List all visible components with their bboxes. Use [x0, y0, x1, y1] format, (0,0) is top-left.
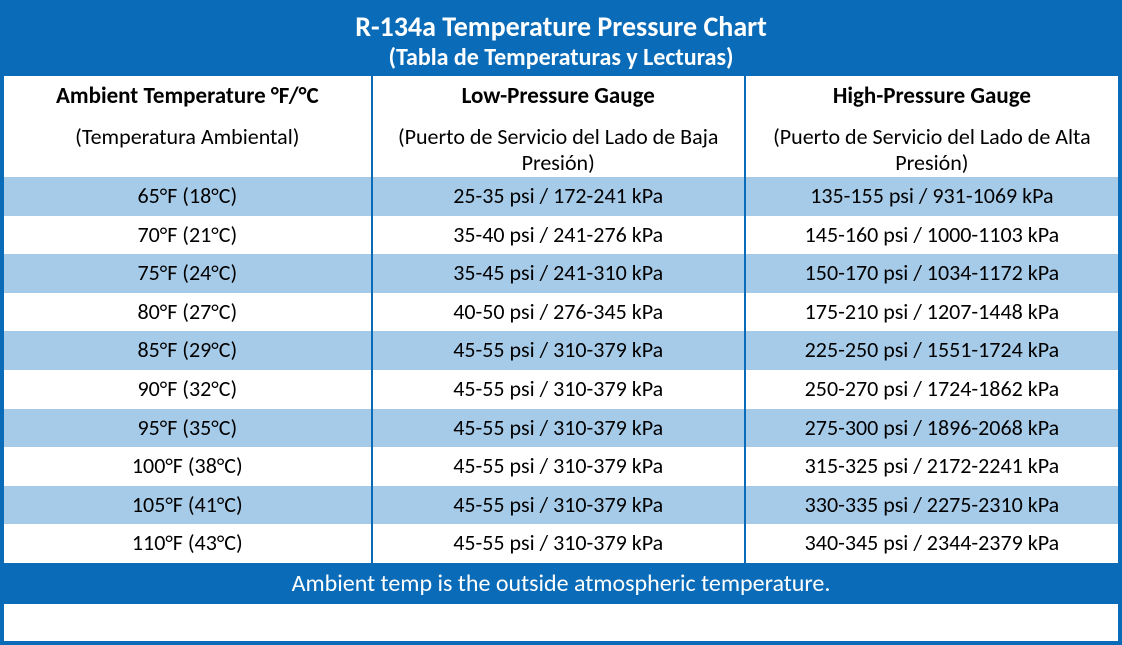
pressure-chart: R-134a Temperature Pressure Chart (Tabla… [0, 0, 1122, 645]
cell-low-pressure: 45-55 psi / 310-379 kPa [372, 409, 745, 448]
table-row: 65°F (18°C)25-35 psi / 172-241 kPa135-15… [4, 177, 1118, 216]
cell-temp: 70°F (21°C) [4, 216, 372, 255]
table-row: 80°F (27°C)40-50 psi / 276-345 kPa175-21… [4, 293, 1118, 332]
cell-high-pressure: 135-155 psi / 931-1069 kPa [745, 177, 1118, 216]
chart-title: R-134a Temperature Pressure Chart [4, 10, 1118, 44]
table-body: 65°F (18°C)25-35 psi / 172-241 kPa135-15… [4, 177, 1118, 563]
title-bar: R-134a Temperature Pressure Chart (Tabla… [4, 4, 1118, 76]
col-header-sublabel: (Puerto de Servicio del Lado de Baja Pre… [377, 124, 740, 175]
cell-low-pressure: 35-40 psi / 241-276 kPa [372, 216, 745, 255]
cell-high-pressure: 250-270 psi / 1724-1862 kPa [745, 370, 1118, 409]
cell-high-pressure: 150-170 psi / 1034-1172 kPa [745, 254, 1118, 293]
cell-temp: 110°F (43°C) [4, 524, 372, 563]
cell-temp: 65°F (18°C) [4, 177, 372, 216]
cell-low-pressure: 45-55 psi / 310-379 kPa [372, 370, 745, 409]
col-header-label: Low-Pressure Gauge [377, 82, 740, 110]
table-row: 90°F (32°C)45-55 psi / 310-379 kPa250-27… [4, 370, 1118, 409]
table-row: 100°F (38°C)45-55 psi / 310-379 kPa315-3… [4, 447, 1118, 486]
table-row: 75°F (24°C)35-45 psi / 241-310 kPa150-17… [4, 254, 1118, 293]
cell-low-pressure: 40-50 psi / 276-345 kPa [372, 293, 745, 332]
cell-low-pressure: 45-55 psi / 310-379 kPa [372, 524, 745, 563]
cell-temp: 100°F (38°C) [4, 447, 372, 486]
table-row: 105°F (41°C)45-55 psi / 310-379 kPa330-3… [4, 486, 1118, 525]
cell-low-pressure: 45-55 psi / 310-379 kPa [372, 447, 745, 486]
cell-temp: 95°F (35°C) [4, 409, 372, 448]
footer-note: Ambient temp is the outside atmospheric … [4, 563, 1118, 604]
pressure-table: Ambient Temperature °F/°C (Temperatura A… [4, 76, 1118, 563]
cell-low-pressure: 45-55 psi / 310-379 kPa [372, 331, 745, 370]
table-row: 85°F (29°C)45-55 psi / 310-379 kPa225-25… [4, 331, 1118, 370]
cell-temp: 85°F (29°C) [4, 331, 372, 370]
cell-low-pressure: 45-55 psi / 310-379 kPa [372, 486, 745, 525]
table-header-row: Ambient Temperature °F/°C (Temperatura A… [4, 76, 1118, 177]
col-header-high: High-Pressure Gauge (Puerto de Servicio … [745, 76, 1118, 177]
cell-temp: 75°F (24°C) [4, 254, 372, 293]
cell-high-pressure: 225-250 psi / 1551-1724 kPa [745, 331, 1118, 370]
table-row: 95°F (35°C)45-55 psi / 310-379 kPa275-30… [4, 409, 1118, 448]
cell-high-pressure: 340-345 psi / 2344-2379 kPa [745, 524, 1118, 563]
cell-temp: 80°F (27°C) [4, 293, 372, 332]
col-header-label: High-Pressure Gauge [750, 82, 1114, 110]
cell-high-pressure: 315-325 psi / 2172-2241 kPa [745, 447, 1118, 486]
col-header-sublabel: (Puerto de Servicio del Lado de Alta Pre… [750, 124, 1114, 175]
col-header-temp: Ambient Temperature °F/°C (Temperatura A… [4, 76, 372, 177]
cell-high-pressure: 330-335 psi / 2275-2310 kPa [745, 486, 1118, 525]
table-row: 70°F (21°C)35-40 psi / 241-276 kPa145-16… [4, 216, 1118, 255]
cell-high-pressure: 145-160 psi / 1000-1103 kPa [745, 216, 1118, 255]
col-header-low: Low-Pressure Gauge (Puerto de Servicio d… [372, 76, 745, 177]
cell-low-pressure: 25-35 psi / 172-241 kPa [372, 177, 745, 216]
cell-low-pressure: 35-45 psi / 241-310 kPa [372, 254, 745, 293]
table-row: 110°F (43°C)45-55 psi / 310-379 kPa340-3… [4, 524, 1118, 563]
cell-high-pressure: 275-300 psi / 1896-2068 kPa [745, 409, 1118, 448]
col-header-sublabel: (Temperatura Ambiental) [8, 124, 367, 149]
col-header-label: Ambient Temperature °F/°C [8, 82, 367, 110]
cell-temp: 105°F (41°C) [4, 486, 372, 525]
chart-subtitle: (Tabla de Temperaturas y Lecturas) [4, 44, 1118, 73]
cell-high-pressure: 175-210 psi / 1207-1448 kPa [745, 293, 1118, 332]
cell-temp: 90°F (32°C) [4, 370, 372, 409]
